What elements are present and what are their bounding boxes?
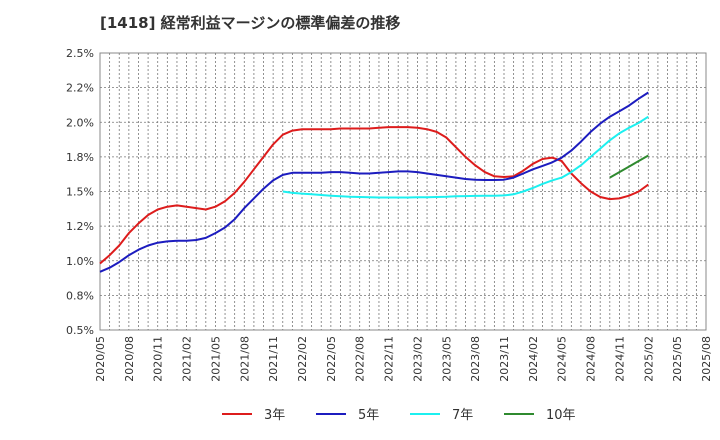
x-tick-label: 2025/08	[700, 336, 713, 382]
x-tick-label: 2025/02	[642, 336, 655, 382]
legend: 3年 5年 7年 10年	[222, 408, 576, 423]
x-tick-label: 2024/05	[556, 336, 569, 382]
y-tick-label: 1.5%	[66, 186, 94, 199]
x-tick-label: 2020/05	[94, 336, 107, 382]
x-tick-label: 2022/08	[354, 336, 367, 382]
grid	[99, 52, 707, 331]
y-tick-label: 2.5%	[66, 47, 94, 60]
y-tick-label: 2.2%	[66, 82, 94, 95]
x-tick-label: 2020/11	[152, 336, 165, 382]
y-tick-label: 1.2%	[66, 220, 94, 233]
x-tick-label: 2020/08	[123, 336, 136, 382]
legend-label-3: 7年	[452, 408, 473, 423]
x-tick-label: 2021/05	[209, 336, 222, 382]
y-axis: 0.5% 0.8% 1.0% 1.2% 1.5% 1.8% 2.0% 2.2% 2.5%	[66, 47, 94, 337]
plot-frame	[99, 52, 707, 331]
y-tick-label: 0.8%	[66, 289, 94, 302]
legend-label-4: 10年	[546, 408, 576, 423]
x-tick-label: 2024/02	[527, 336, 540, 382]
y-tick-label: 2.0%	[66, 116, 94, 129]
x-tick-label: 2021/08	[238, 336, 251, 382]
series-line-2	[99, 91, 649, 273]
x-tick-label: 2023/02	[411, 336, 424, 382]
x-tick-label: 2023/05	[440, 336, 453, 382]
y-tick-label: 1.8%	[66, 151, 94, 164]
series-line-4	[609, 154, 649, 179]
x-tick-label: 2025/05	[671, 336, 684, 382]
x-tick-label: 2023/11	[498, 336, 511, 382]
series-lines	[99, 91, 649, 273]
x-tick-label: 2022/02	[296, 336, 309, 382]
x-tick-label: 2024/11	[613, 336, 626, 382]
series-line-1	[99, 126, 649, 265]
x-tick-label: 2021/02	[181, 336, 194, 382]
x-tick-label: 2021/11	[267, 336, 280, 382]
chart-title: [1418] 経常利益マージンの標準偏差の推移	[100, 14, 401, 32]
y-tick-label: 0.5%	[66, 324, 94, 337]
legend-label-1: 3年	[264, 408, 285, 423]
series-line-3	[282, 115, 649, 199]
x-tick-label: 2022/05	[325, 336, 338, 382]
x-tick-label: 2024/08	[585, 336, 598, 382]
x-tick-label: 2023/08	[469, 336, 482, 382]
legend-label-2: 5年	[358, 408, 379, 423]
y-tick-label: 1.0%	[66, 255, 94, 268]
x-axis: 2020/05 2020/08 2020/11 2021/02 2021/05 2021/…	[94, 336, 713, 382]
x-tick-label: 2022/11	[383, 336, 396, 382]
